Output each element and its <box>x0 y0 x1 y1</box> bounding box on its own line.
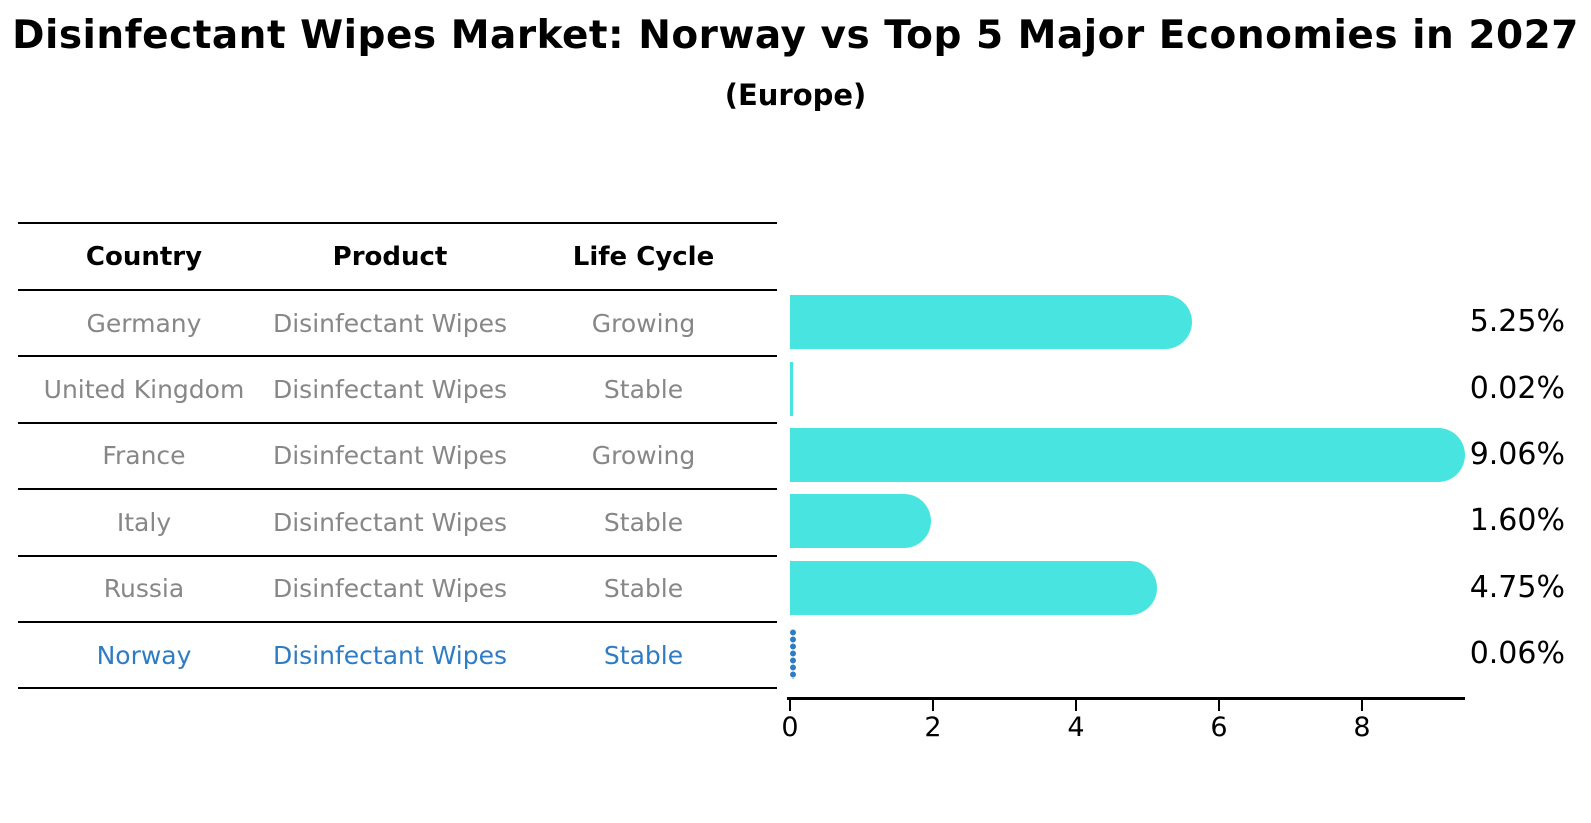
life-cycle-cell: Growing <box>591 308 696 338</box>
bar-norway <box>789 629 797 679</box>
table-row-italy: Italy Disinfectant Wipes Stable <box>18 490 777 557</box>
x-axis-tick-label: 4 <box>1067 712 1085 743</box>
x-axis-tick-mark <box>1361 700 1363 711</box>
country-cell: Norway <box>96 640 192 670</box>
country-cell: Russia <box>103 574 185 604</box>
x-axis-tick-label: 8 <box>1353 712 1371 743</box>
bar-germany <box>790 295 1193 350</box>
product-cell: Disinfectant Wipes <box>272 640 508 670</box>
x-axis-tick-mark <box>789 700 791 711</box>
product-cell: Disinfectant Wipes <box>272 441 508 471</box>
country-cell: France <box>102 441 186 471</box>
value-label-italy: 1.60% <box>1469 503 1565 539</box>
x-axis-tick-label: 2 <box>924 712 942 743</box>
x-axis-tick-mark <box>932 700 934 711</box>
chart-title: Disinfectant Wipes Market: Norway vs Top… <box>12 13 1579 58</box>
life-cycle-cell: Stable <box>603 507 684 537</box>
x-axis-line <box>787 697 1465 700</box>
table-row-france: France Disinfectant Wipes Growing <box>18 424 777 491</box>
country-cell: Italy <box>116 507 172 537</box>
column-header-product: Product <box>332 241 448 272</box>
life-cycle-cell: Stable <box>603 574 684 604</box>
product-cell: Disinfectant Wipes <box>272 375 508 405</box>
product-cell: Disinfectant Wipes <box>272 574 508 604</box>
product-cell: Disinfectant Wipes <box>272 507 508 537</box>
country-table: Country Product Life Cycle Germany Disinf… <box>18 222 777 690</box>
table-row-germany: Germany Disinfectant Wipes Growing <box>18 291 777 358</box>
life-cycle-cell: Growing <box>591 441 696 471</box>
x-axis-tick-label: 6 <box>1210 712 1228 743</box>
bar-france <box>790 428 1465 482</box>
life-cycle-cell: Stable <box>603 375 684 405</box>
bar-russia <box>790 560 1157 615</box>
value-label-russia: 4.75% <box>1469 569 1565 605</box>
x-axis-tick-mark <box>1218 700 1220 711</box>
table-row-norway: Norway Disinfectant Wipes Stable <box>18 623 777 690</box>
chart-subtitle: (Europe) <box>724 78 867 112</box>
product-cell: Disinfectant Wipes <box>272 308 508 338</box>
country-cell: Germany <box>86 308 202 338</box>
table-row-united-kingdom: United Kingdom Disinfectant Wipes Stable <box>18 357 777 424</box>
x-axis-tick-mark <box>1075 700 1077 711</box>
x-axis-tick-label: 0 <box>781 712 799 743</box>
value-label-norway: 0.06% <box>1469 636 1565 672</box>
life-cycle-cell: Stable <box>603 640 684 670</box>
value-label-germany: 5.25% <box>1469 304 1565 340</box>
table-body: Germany Disinfectant Wipes Growing United K… <box>18 291 777 690</box>
column-header-life-cycle: Life Cycle <box>572 241 715 272</box>
value-label-france: 9.06% <box>1469 437 1565 472</box>
country-cell: United Kingdom <box>43 375 245 405</box>
table-row-russia: Russia Disinfectant Wipes Stable <box>18 557 777 623</box>
bar-italy <box>790 494 932 549</box>
bar-united-kingdom <box>790 361 793 416</box>
table-header-row: Country Product Life Cycle <box>18 224 777 291</box>
column-header-country: Country <box>85 241 203 272</box>
value-label-united-kingdom: 0.02% <box>1469 370 1565 406</box>
